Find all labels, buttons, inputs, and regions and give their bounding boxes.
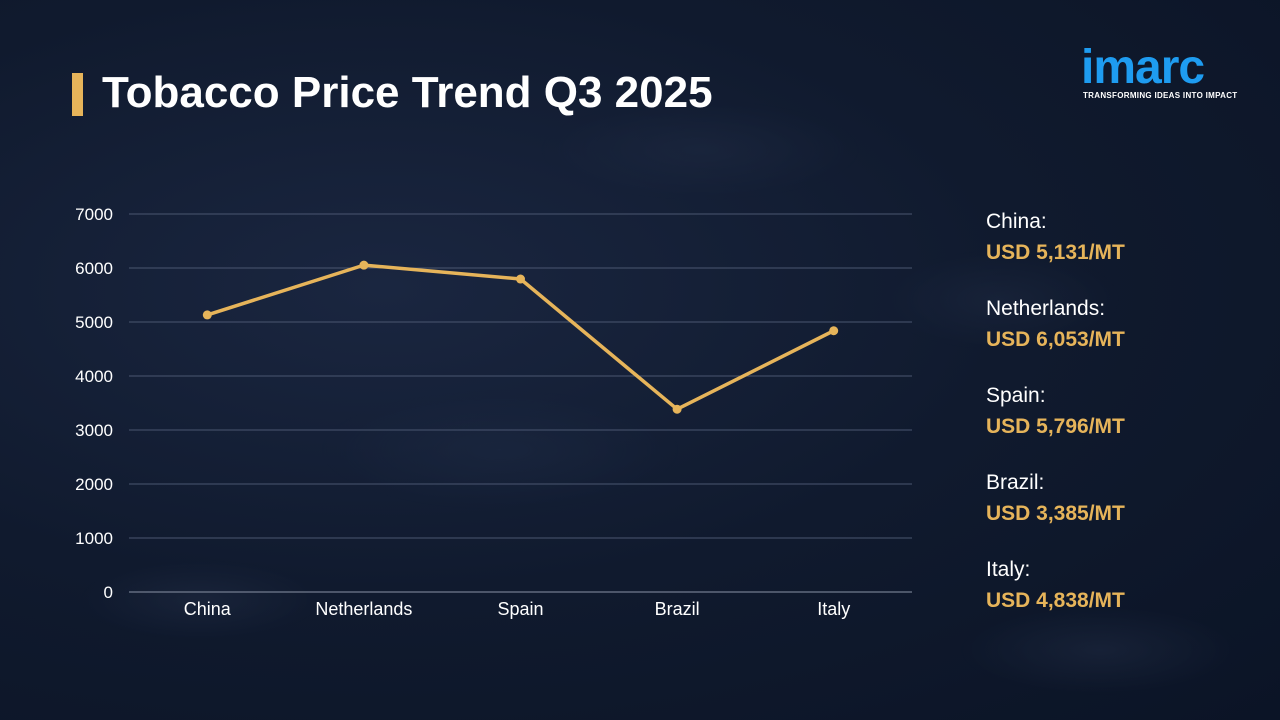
- y-tick-label: 0: [104, 583, 113, 602]
- logo-word: imarc: [1081, 41, 1205, 94]
- data-point-china: [202, 310, 212, 320]
- summary-item-brazil: Brazil: USD 3,385/MT: [986, 469, 1125, 556]
- summary-value: USD 4,838/MT: [986, 589, 1125, 612]
- summary-item-spain: Spain: USD 5,796/MT: [986, 382, 1125, 469]
- x-tick-label: Spain: [497, 599, 543, 619]
- x-tick-label: China: [184, 599, 232, 619]
- summary-label: China:: [986, 210, 1047, 233]
- logo-tagline: TRANSFORMING IDEAS INTO IMPACT: [1083, 91, 1238, 100]
- summary-value: USD 5,796/MT: [986, 415, 1125, 438]
- summary-label: Italy:: [986, 558, 1031, 581]
- data-point-spain: [516, 274, 525, 284]
- series-line: [206, 263, 835, 411]
- summary-item-netherlands: Netherlands: USD 6,053/MT: [986, 295, 1125, 382]
- y-tick-label: 3000: [75, 421, 113, 440]
- y-tick-label: 2000: [75, 475, 113, 494]
- y-tick-label: 5000: [75, 313, 113, 332]
- title-accent-bar: [72, 73, 83, 116]
- y-tick-label: 1000: [75, 529, 113, 548]
- y-tick-label: 7000: [75, 205, 113, 224]
- page-title: Tobacco Price Trend Q3 2025: [102, 68, 713, 117]
- data-point-netherlands: [359, 260, 369, 270]
- x-tick-label: Italy: [817, 599, 850, 619]
- x-tick-label: Netherlands: [315, 599, 412, 619]
- data-point-brazil: [672, 404, 682, 414]
- imarc-logo: imarc TRANSFORMING IDEAS INTO IMPACT: [1081, 30, 1246, 105]
- data-point-italy: [829, 326, 839, 336]
- y-tick-label: 4000: [75, 367, 113, 386]
- summary-value: USD 5,131/MT: [986, 241, 1125, 264]
- summary-value: USD 6,053/MT: [986, 328, 1125, 351]
- x-tick-label: Brazil: [655, 599, 700, 619]
- summary-label: Brazil:: [986, 471, 1045, 494]
- price-summary: China: USD 5,131/MT Netherlands: USD 6,0…: [986, 208, 1125, 643]
- summary-item-china: China: USD 5,131/MT: [986, 208, 1125, 295]
- y-tick-label: 6000: [75, 259, 113, 278]
- summary-label: Spain:: [986, 384, 1046, 407]
- summary-item-italy: Italy: USD 4,838/MT: [986, 556, 1125, 643]
- summary-label: Netherlands:: [986, 297, 1106, 320]
- summary-value: USD 3,385/MT: [986, 502, 1125, 525]
